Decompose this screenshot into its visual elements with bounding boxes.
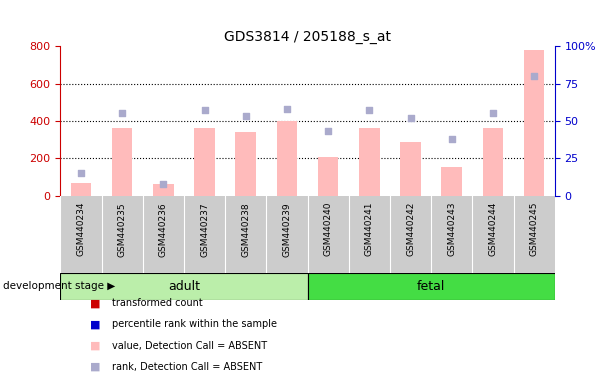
Text: ■: ■ (90, 298, 101, 308)
Text: GSM440243: GSM440243 (447, 202, 456, 257)
Point (76, 170, 86, 177)
Text: ■: ■ (90, 319, 101, 329)
Text: GSM440239: GSM440239 (282, 202, 291, 257)
Bar (318, 157, 338, 196)
Point (323, 128, 333, 134)
Point (488, 111, 498, 117)
Point (406, 115, 415, 121)
Bar (308, 273, 555, 300)
Bar (441, 167, 462, 196)
Text: percentile rank within the sample: percentile rank within the sample (112, 319, 277, 329)
Bar (524, 50, 545, 196)
Bar (482, 128, 504, 196)
Point (282, 106, 292, 112)
Text: rank, Detection Call = ABSENT: rank, Detection Call = ABSENT (112, 362, 262, 372)
Point (447, 136, 456, 142)
Title: GDS3814 / 205188_s_at: GDS3814 / 205188_s_at (224, 30, 391, 44)
Bar (71, 183, 91, 196)
Bar (112, 128, 133, 196)
Text: GSM440236: GSM440236 (159, 202, 168, 257)
Text: GSM440240: GSM440240 (324, 202, 333, 257)
Bar (400, 142, 421, 196)
Text: ■: ■ (90, 362, 101, 372)
Bar (359, 128, 380, 196)
Text: GSM440241: GSM440241 (365, 202, 374, 257)
Point (200, 108, 209, 114)
Text: ■: ■ (90, 341, 101, 351)
Bar (194, 128, 215, 196)
Bar (277, 121, 297, 196)
Point (529, 73, 539, 79)
Text: GSM440237: GSM440237 (200, 202, 209, 257)
Text: fetal: fetal (417, 280, 446, 293)
Text: development stage ▶: development stage ▶ (3, 281, 115, 291)
Text: GSM440244: GSM440244 (488, 202, 497, 257)
Point (117, 111, 127, 117)
Bar (60, 273, 308, 300)
Text: transformed count: transformed count (112, 298, 202, 308)
Text: value, Detection Call = ABSENT: value, Detection Call = ABSENT (112, 341, 267, 351)
Bar (153, 184, 174, 196)
Text: GSM440245: GSM440245 (529, 202, 538, 257)
Point (364, 108, 374, 114)
Point (241, 113, 251, 119)
Point (159, 181, 168, 187)
Text: GSM440238: GSM440238 (241, 202, 250, 257)
Text: adult: adult (168, 280, 200, 293)
Bar (235, 132, 256, 196)
Text: GSM440234: GSM440234 (77, 202, 86, 257)
Text: GSM440242: GSM440242 (406, 202, 415, 257)
Text: GSM440235: GSM440235 (118, 202, 127, 257)
